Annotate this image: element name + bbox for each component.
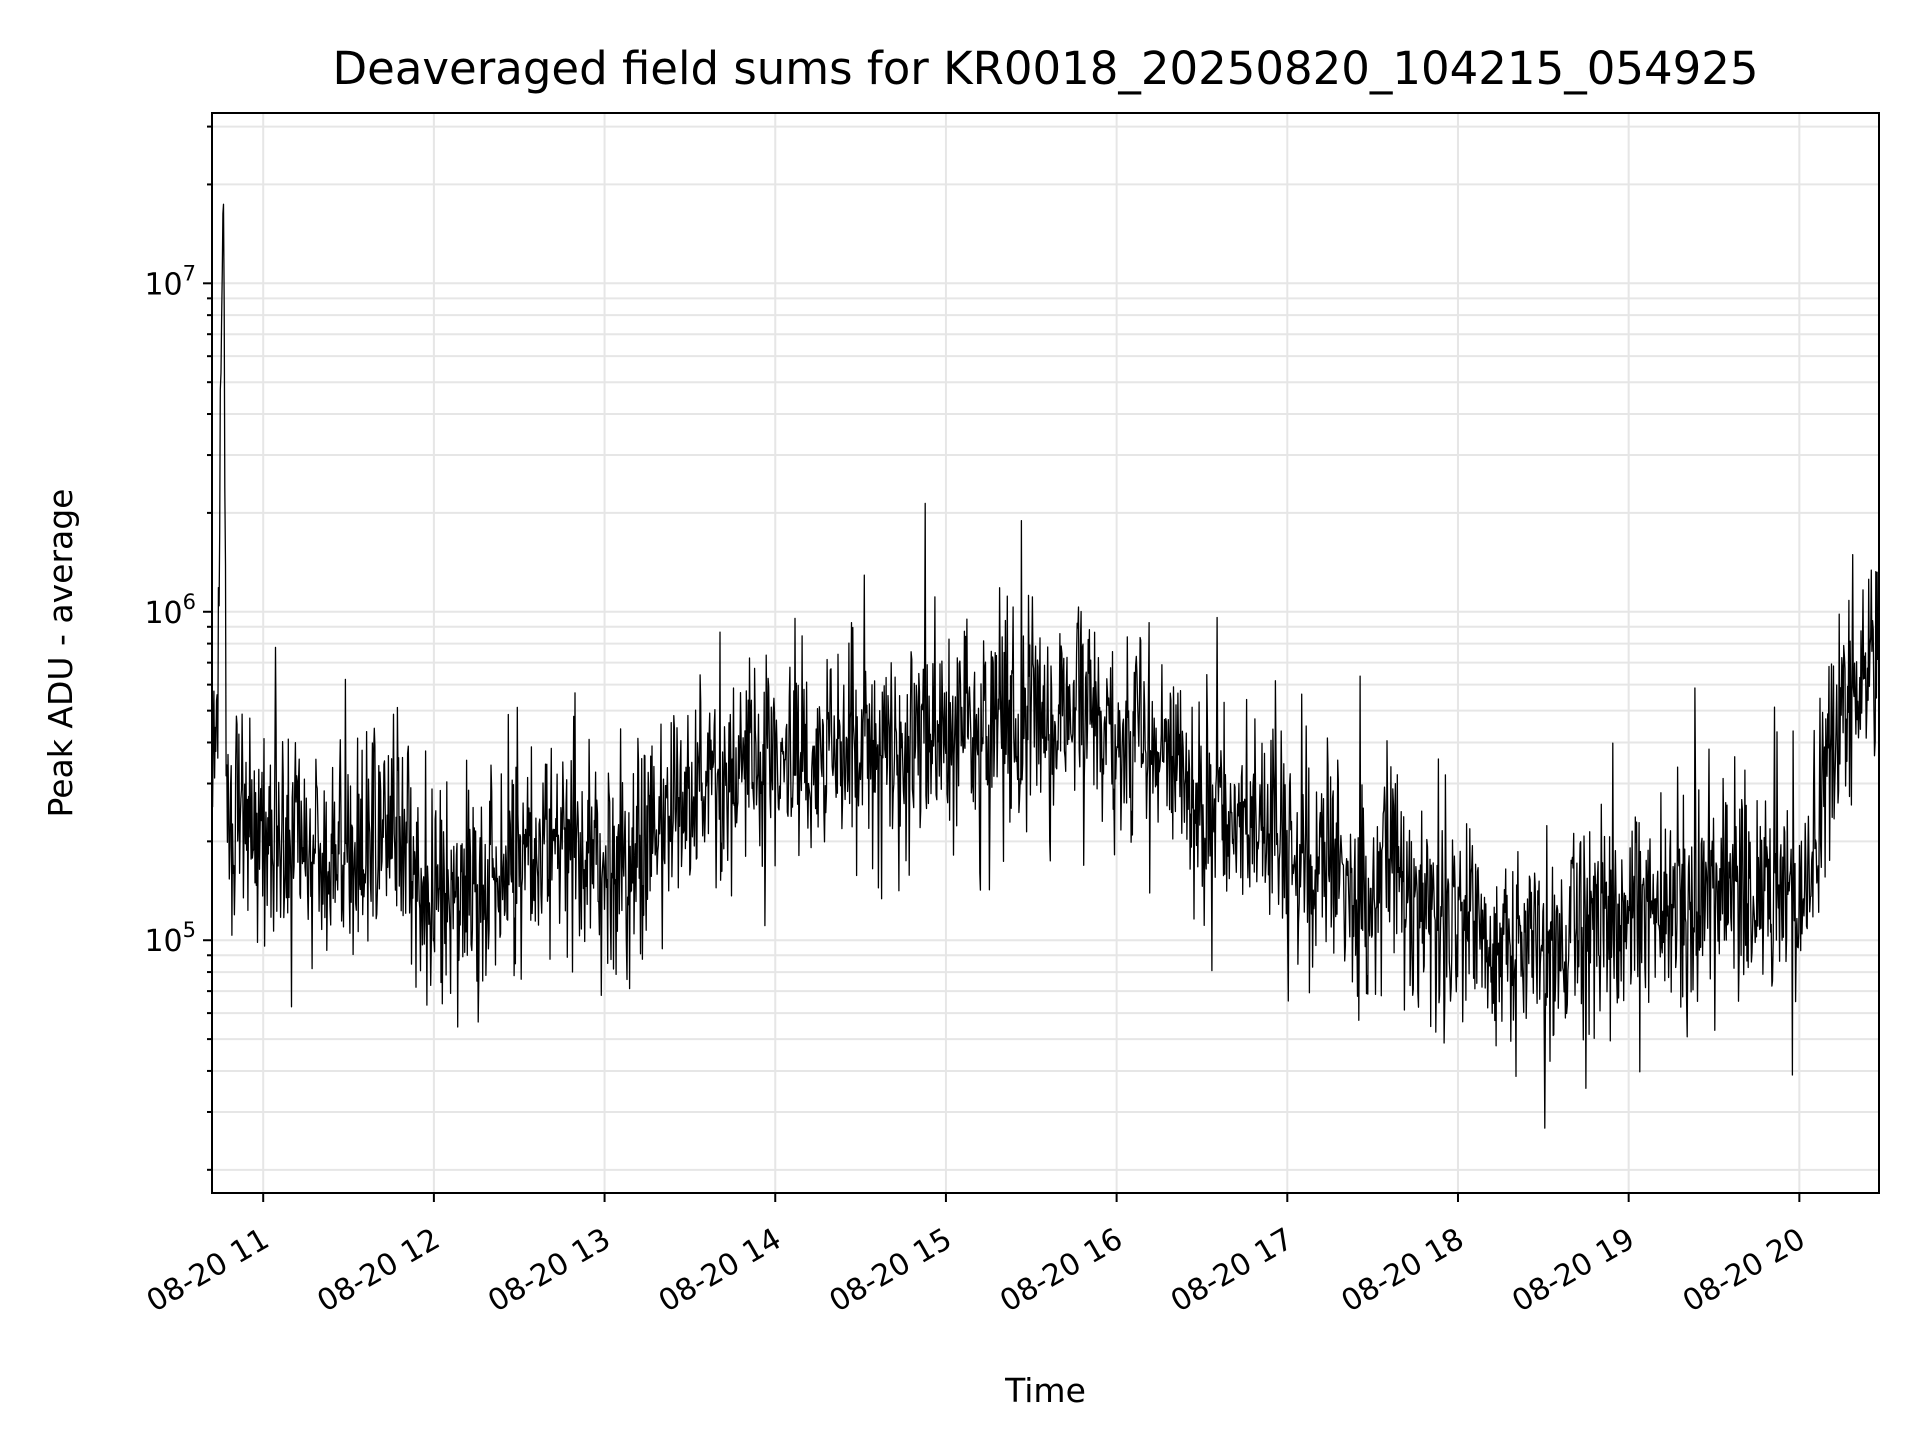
y-tick-label: 107 xyxy=(144,261,196,302)
x-tick-label: 08-20 18 xyxy=(1336,1222,1470,1320)
y-tick-label: 106 xyxy=(144,590,196,631)
x-tick-label: 08-20 17 xyxy=(1165,1222,1299,1320)
x-tick-label: 08-20 13 xyxy=(482,1222,616,1320)
y-tick-label: 105 xyxy=(144,918,196,959)
chart-title: Deaveraged field sums for KR0018_2025082… xyxy=(333,42,1759,95)
y-axis-label: Peak ADU - average xyxy=(41,489,80,818)
x-tick-label: 08-20 15 xyxy=(824,1222,958,1320)
x-tick-label: 08-20 11 xyxy=(141,1222,275,1320)
x-tick-label: 08-20 16 xyxy=(994,1222,1128,1320)
plot-frame xyxy=(211,112,1880,1194)
x-tick-label: 08-20 20 xyxy=(1677,1222,1811,1320)
series-line-0 xyxy=(211,203,1880,1129)
x-tick-label: 08-20 19 xyxy=(1506,1222,1640,1320)
x-axis-label: Time xyxy=(1004,1371,1086,1410)
grid xyxy=(212,113,1879,1193)
x-tick-label: 08-20 14 xyxy=(653,1222,787,1320)
series-line-group xyxy=(211,203,1880,1129)
x-tick-label: 08-20 12 xyxy=(312,1222,446,1320)
